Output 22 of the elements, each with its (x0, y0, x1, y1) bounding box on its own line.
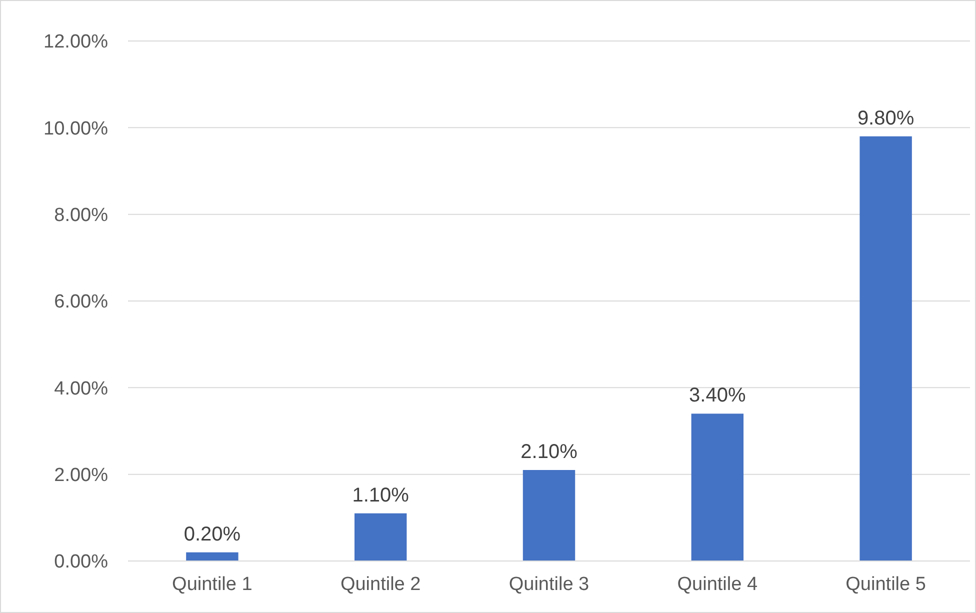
y-tick-label: 12.00% (44, 32, 108, 53)
y-tick-label: 6.00% (54, 292, 108, 313)
data-label: 1.10% (352, 484, 410, 506)
x-tick-label: Quintile 5 (846, 574, 926, 595)
bar (522, 470, 576, 561)
bar (860, 136, 912, 561)
y-tick-label: 10.00% (44, 118, 108, 140)
x-tick-label: Quintile 2 (340, 574, 421, 595)
data-label: 2.10% (520, 441, 578, 463)
x-tick-label: Quintile 3 (508, 574, 590, 595)
y-tick-label: 0.00% (54, 552, 108, 573)
y-tick-label: 8.00% (54, 204, 108, 226)
y-tick-label: 2.00% (54, 464, 108, 486)
data-label: 0.20% (184, 523, 241, 546)
bar (354, 513, 407, 561)
bar (691, 414, 744, 561)
x-tick-label: Quintile 4 (677, 574, 758, 595)
data-label: 3.40% (689, 384, 746, 407)
x-tick-label: Quintile 1 (172, 574, 252, 595)
bar (186, 552, 238, 561)
y-tick-label: 4.00% (54, 378, 108, 400)
data-label: 9.80% (857, 107, 914, 130)
